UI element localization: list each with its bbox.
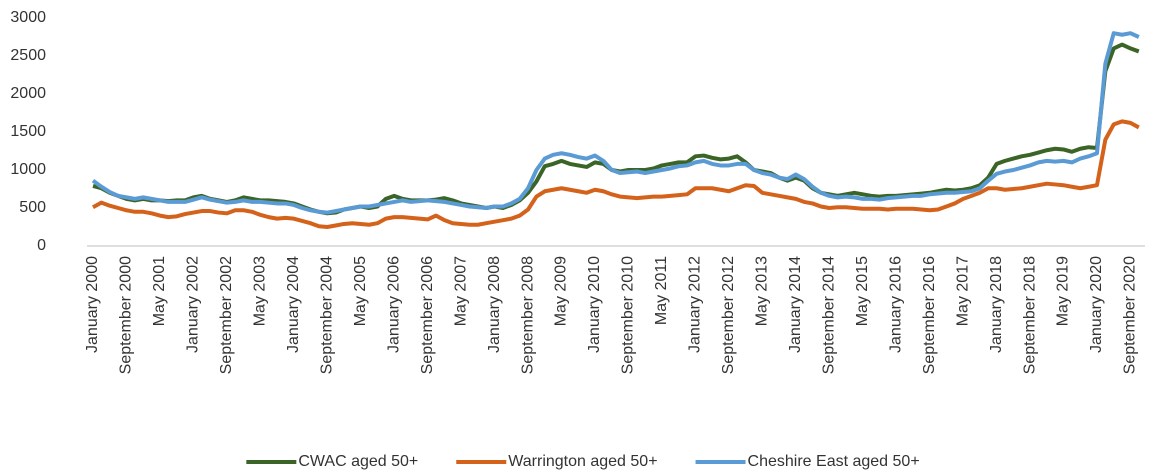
series-line [91, 31, 1140, 215]
y-tick-label: 500 [19, 199, 46, 216]
x-tick-label: September 2018 [1021, 256, 1038, 374]
x-tick-label: January 2000 [84, 256, 101, 353]
x-tick-label: January 2002 [185, 256, 202, 353]
x-tick-label: January 2012 [687, 256, 704, 353]
x-tick-label: January 2006 [385, 256, 402, 353]
y-tick-label: 0 [37, 237, 46, 254]
x-tick-label: September 2000 [118, 256, 135, 374]
legend-label: Cheshire East aged 50+ [748, 453, 920, 470]
x-tick-label: January 2014 [787, 256, 804, 353]
x-tick-label: September 2006 [419, 256, 436, 374]
x-tick-label: May 2013 [754, 256, 771, 326]
x-tick-label: January 2004 [285, 256, 302, 353]
x-tick-label: May 2017 [954, 256, 971, 326]
x-tick-label: May 2011 [653, 256, 670, 325]
x-tick-label: January 2018 [988, 256, 1005, 353]
legend-label: Warrington aged 50+ [508, 453, 657, 470]
x-tick-label: September 2002 [218, 256, 235, 374]
x-tick-label: September 2016 [921, 256, 938, 374]
x-tick-label: May 2005 [352, 256, 369, 326]
y-tick-label: 1000 [10, 161, 46, 178]
x-tick-label: May 2001 [151, 256, 168, 326]
x-tick-label: September 2012 [720, 256, 737, 374]
series-line [92, 119, 1140, 229]
x-tick-label: May 2015 [854, 256, 871, 326]
x-tick-label: September 2008 [519, 256, 536, 374]
x-tick-label: May 2009 [553, 256, 570, 326]
x-tick-label: January 2016 [887, 256, 904, 353]
x-tick-label: September 2010 [620, 256, 637, 374]
x-tick-label: May 2003 [252, 256, 269, 326]
legend: CWAC aged 50+ Warrington aged 50+ Cheshire… [246, 453, 920, 470]
y-tick-label: 2500 [10, 47, 46, 64]
y-tick-label: 1500 [10, 123, 46, 140]
x-tick-label: January 2008 [486, 256, 503, 353]
x-tick-label: May 2007 [452, 256, 469, 326]
y-tick-label: 3000 [10, 9, 46, 26]
x-tick-label: September 2014 [820, 256, 837, 374]
x-tick-label: September 2020 [1122, 256, 1139, 374]
x-tick-label: January 2010 [586, 256, 603, 353]
x-tick-label: May 2019 [1055, 256, 1072, 326]
x-tick-label: September 2004 [318, 256, 335, 374]
y-tick-label: 2000 [10, 85, 46, 102]
x-tick-label: January 2020 [1088, 256, 1105, 353]
legend-label: CWAC aged 50+ [298, 453, 418, 470]
